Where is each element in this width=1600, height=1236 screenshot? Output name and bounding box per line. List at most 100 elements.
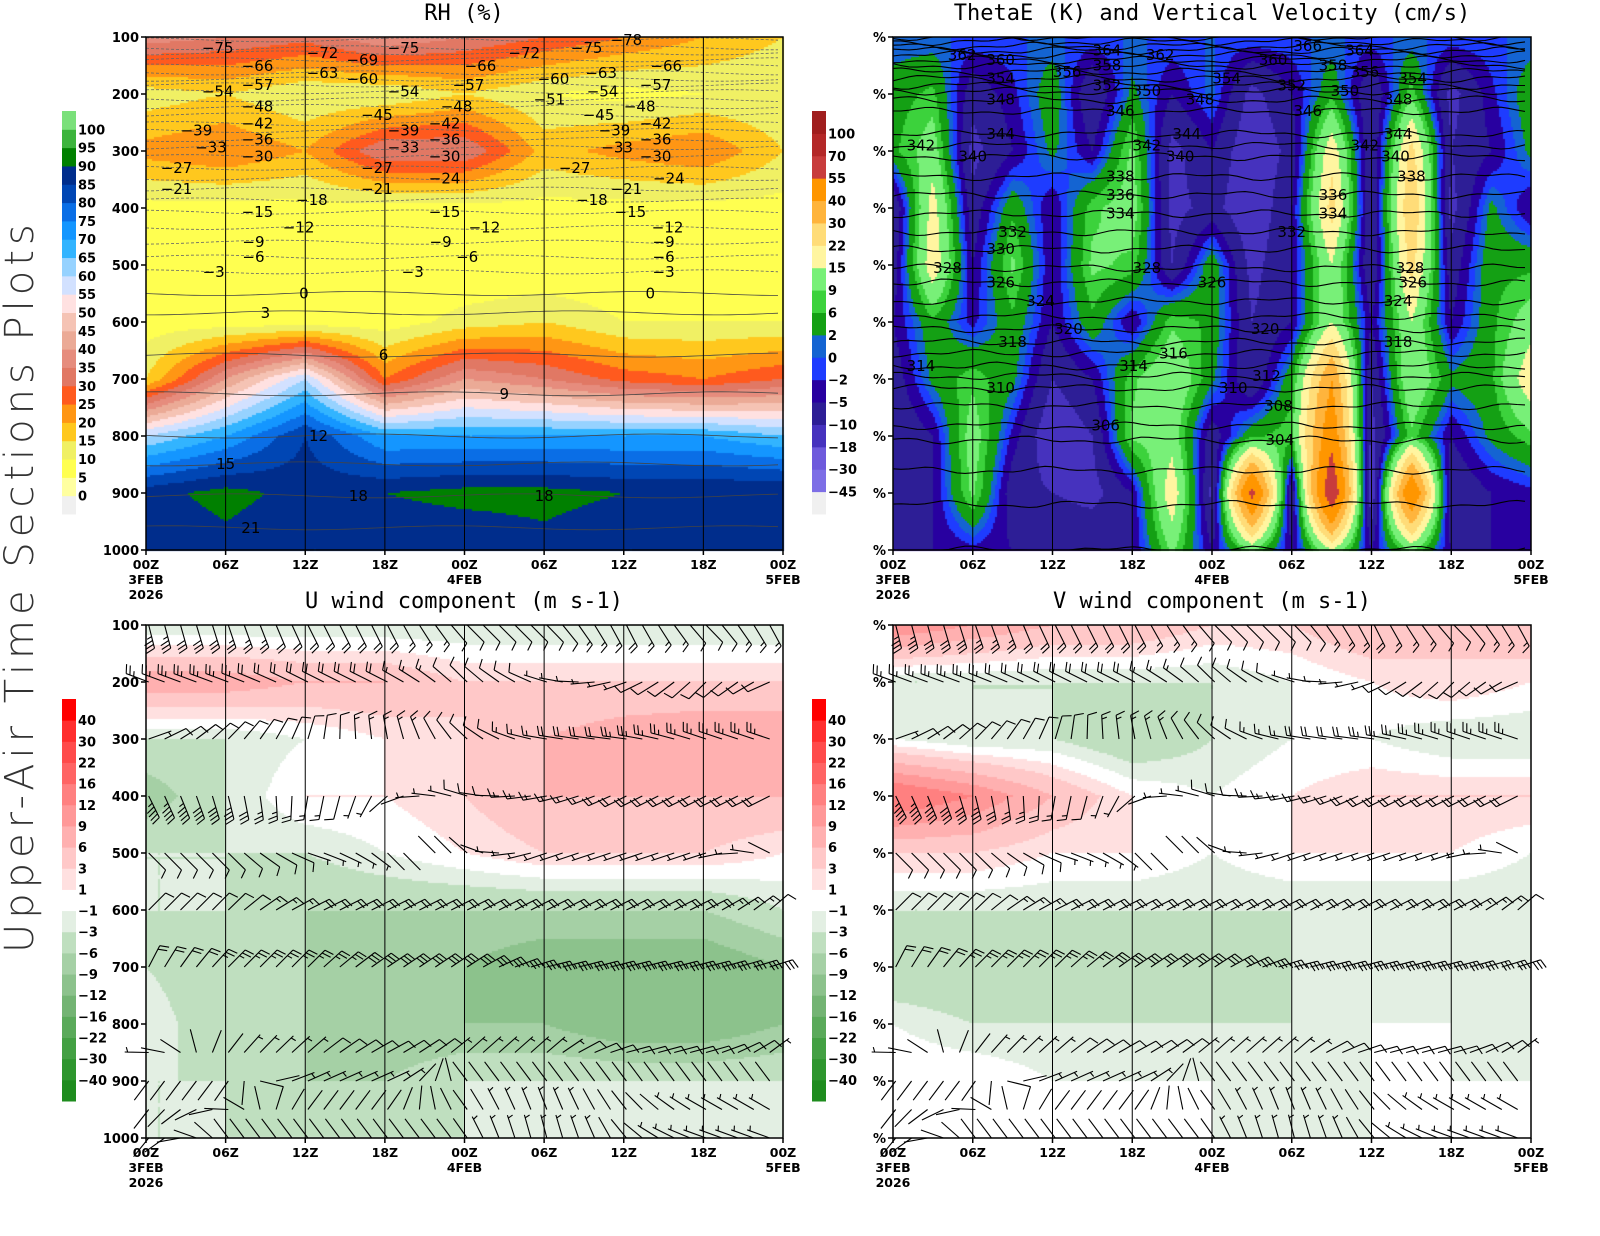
y-tick-label: 300 [112, 733, 139, 748]
wind-barb [623, 1122, 643, 1139]
wind-barb [1357, 624, 1371, 654]
colorbar-label: −3 [78, 926, 98, 941]
contour-label: −3 [203, 263, 225, 281]
wind-barb [1279, 1061, 1295, 1082]
wind-barb [991, 852, 1011, 878]
wind-barb [1252, 1086, 1263, 1110]
wind-barb [1103, 795, 1120, 818]
wind-barb [611, 1090, 627, 1110]
contour-label: −48 [441, 98, 473, 116]
wind-barb [1480, 1093, 1503, 1110]
y-tick-label: 200 [112, 88, 139, 103]
colorbar-label: 15 [828, 262, 846, 277]
contour-label: −57 [640, 76, 672, 94]
wind-barb [1271, 852, 1295, 862]
contour-label: 308 [1264, 397, 1293, 415]
wind-barb [371, 624, 383, 654]
wind-barb [419, 898, 448, 911]
wind-barb [323, 898, 353, 911]
wind-barb [1230, 955, 1259, 968]
wind-barb [1318, 678, 1343, 685]
wind-barb [1430, 721, 1455, 740]
y-tick-label: % [873, 487, 886, 502]
colorbar-swatch [812, 847, 826, 869]
wind-barb [1302, 1114, 1311, 1139]
colorbar-label: −16 [828, 1010, 857, 1025]
wind-barb [1453, 624, 1472, 651]
colorbar-label: 25 [78, 398, 96, 413]
wind-barb [466, 624, 485, 651]
contour-line [892, 61, 1526, 70]
wind-barb [1437, 624, 1455, 652]
colorbar-swatch [62, 804, 76, 827]
contour-label: −54 [587, 83, 619, 101]
contour-label: 348 [1384, 91, 1413, 109]
wind-barb [1150, 953, 1179, 968]
wind-barb [197, 1080, 213, 1101]
wind-barb [482, 955, 512, 968]
contour-label: 350 [1133, 82, 1162, 100]
x-tick-label: 18Z [1119, 1145, 1145, 1160]
wind-barb [613, 681, 643, 693]
wind-barb [984, 663, 1008, 683]
wind-barb [1302, 852, 1327, 862]
colorbar-swatch [62, 312, 76, 332]
contour-label: 316 [1159, 344, 1188, 362]
contour-label: 354 [1398, 70, 1427, 88]
contour-line [892, 81, 1525, 90]
contour-label: 0 [299, 285, 309, 303]
x-year-label: 2026 [129, 587, 164, 602]
wind-barb [956, 624, 968, 654]
contour-label: −6 [456, 248, 478, 266]
wind-barb [339, 711, 350, 740]
colorbar-swatch [812, 762, 826, 785]
contour-line [145, 197, 779, 203]
contour-line [892, 435, 1526, 445]
wind-barb [578, 960, 608, 972]
wind-barb [1294, 960, 1324, 972]
v-wind-barbs [871, 624, 1547, 1158]
wind-barb [1295, 1061, 1311, 1082]
wind-barb [625, 1092, 643, 1110]
wind-barb [613, 795, 643, 808]
wind-barb [911, 892, 938, 911]
wind-barb [952, 663, 976, 683]
colorbar-swatch [812, 995, 826, 1017]
wind-barb [403, 898, 432, 911]
wind-barb [959, 892, 986, 911]
wind-barb [1414, 722, 1439, 740]
x-tick-label: 00Z [451, 1145, 477, 1160]
contour-line [893, 37, 1526, 47]
wind-barb [880, 1137, 897, 1158]
wind-barb [415, 658, 436, 683]
wind-barb [448, 836, 468, 854]
wind-barb [371, 1089, 387, 1110]
rh-panel-title: RH (%) [424, 1, 504, 26]
wind-barb [226, 624, 237, 654]
wind-barb [1006, 949, 1034, 968]
colorbar-swatch [812, 741, 826, 763]
rh-colorbar: 0 5 10 15 20 25 30 35 40 45 50 55 60 65 70 75 80 85 90 95 10… [62, 111, 105, 515]
contour-label: −39 [181, 121, 213, 139]
wind-barb [1006, 852, 1028, 877]
wind-barb [1428, 681, 1455, 700]
wind-barb [486, 788, 515, 798]
v-wind-panel-title: V wind component (m s-1) [1053, 589, 1371, 614]
wind-barb [1263, 1061, 1279, 1082]
contour-label: 346 [1293, 102, 1322, 120]
wind-barb [1287, 1114, 1295, 1139]
wind-barb [1455, 1061, 1471, 1082]
x-year-label: 2026 [876, 587, 911, 602]
wind-barb [1237, 1114, 1248, 1139]
wind-barb [1065, 661, 1088, 683]
wind-barb [1348, 726, 1375, 740]
wind-barb [1118, 952, 1147, 968]
x-date-label: 4FEB [1194, 572, 1229, 587]
wind-barb [680, 681, 707, 700]
wind-barb [1417, 1093, 1439, 1110]
wind-barb [944, 1080, 960, 1101]
wind-barb [204, 1107, 229, 1111]
wind-barb [1234, 1086, 1248, 1110]
wind-barb [349, 661, 372, 683]
